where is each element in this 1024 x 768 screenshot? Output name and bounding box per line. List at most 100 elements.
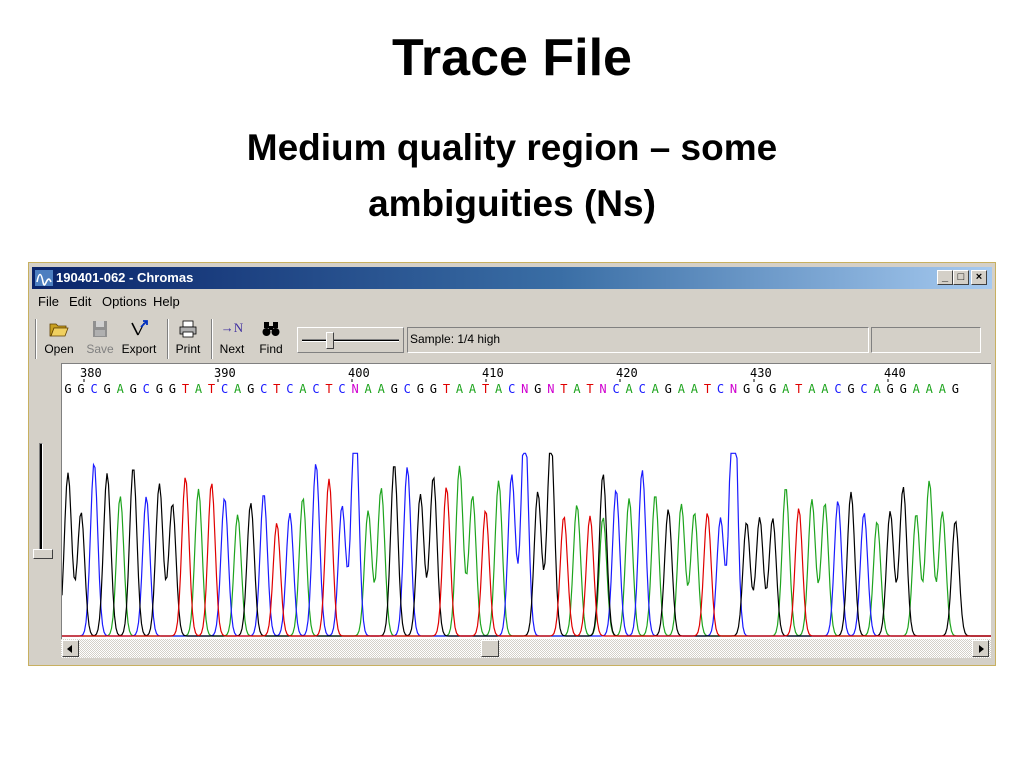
base-call: A (821, 382, 829, 396)
base-call: T (443, 382, 450, 396)
toolbar-separator (167, 319, 169, 359)
base-call: N (521, 382, 528, 396)
vertical-scale-track (39, 443, 43, 553)
menu-edit[interactable]: Edit (69, 294, 92, 309)
floppy-disk-icon (93, 321, 107, 337)
base-call: T (560, 382, 567, 396)
base-call: A (782, 382, 790, 396)
base-call: T (273, 382, 280, 396)
toolbar-separator (35, 319, 37, 359)
base-call: C (90, 382, 97, 396)
base-call: A (365, 382, 373, 396)
position-label: 440 (884, 366, 906, 380)
binoculars-icon (262, 322, 280, 336)
base-call: G (952, 382, 959, 396)
base-call: G (247, 382, 254, 396)
horizontal-scroll-thumb[interactable] (481, 640, 499, 657)
print-button[interactable]: Print (172, 318, 204, 360)
position-label: 380 (80, 366, 102, 380)
base-call: G (847, 382, 854, 396)
base-call: G (743, 382, 750, 396)
base-call: G (769, 382, 776, 396)
export-arrow-icon (131, 320, 148, 336)
maximize-button[interactable]: □ (953, 270, 969, 285)
printer-icon (179, 320, 197, 338)
base-call: A (234, 382, 242, 396)
trace-line-a (62, 465, 991, 637)
base-call: A (691, 382, 699, 396)
vertical-scale-panel (32, 363, 59, 638)
status-field-2 (871, 327, 981, 353)
position-label: 390 (214, 366, 236, 380)
base-call: G (430, 382, 437, 396)
base-call: G (156, 382, 163, 396)
base-call: C (834, 382, 841, 396)
base-call: A (469, 382, 477, 396)
base-call: A (808, 382, 816, 396)
minimize-button[interactable]: _ (937, 270, 953, 285)
base-call: C (717, 382, 724, 396)
base-call: C (221, 382, 228, 396)
vertical-scale-thumb[interactable] (33, 549, 53, 559)
save-button[interactable]: Save (84, 318, 116, 360)
base-call: A (626, 382, 634, 396)
base-call: G (534, 382, 541, 396)
open-button[interactable]: Open (41, 318, 77, 360)
base-call: C (860, 382, 867, 396)
base-call: A (678, 382, 686, 396)
trace-line-c (62, 452, 991, 637)
base-call: N (547, 382, 554, 396)
chromatogram-view[interactable]: 380 390 400 410 420 430 440 G G C G A G C G G T A T C A G C T C A… (61, 363, 991, 639)
slide-subtitle-line-2: ambiguities (Ns) (368, 183, 656, 224)
base-call: A (939, 382, 947, 396)
base-call: A (652, 382, 660, 396)
close-button[interactable]: × (971, 270, 987, 285)
scroll-right-button[interactable] (972, 640, 989, 657)
base-call: C (286, 382, 293, 396)
export-button[interactable]: Export (119, 318, 159, 360)
sample-status-field: Sample: 1/4 high (407, 327, 869, 353)
base-call: G (391, 382, 398, 396)
base-call: N (351, 382, 358, 396)
chromas-app-icon (35, 270, 53, 286)
base-call: C (612, 382, 619, 396)
left-arrow-icon (67, 645, 72, 653)
base-call: C (312, 382, 319, 396)
window-titlebar[interactable]: 190401-062 - Chromas _ □ × (32, 267, 992, 289)
base-call: C (260, 382, 267, 396)
next-button[interactable]: →N Next (216, 318, 248, 360)
zoom-slider-track (302, 339, 399, 342)
zoom-slider[interactable] (297, 327, 404, 353)
base-call: A (456, 382, 464, 396)
base-call: N (599, 382, 606, 396)
base-call: G (756, 382, 763, 396)
base-call: T (586, 382, 593, 396)
horizontal-scrollbar[interactable] (61, 639, 991, 658)
base-call: G (64, 382, 71, 396)
zoom-slider-thumb[interactable] (326, 332, 334, 349)
base-call: T (208, 382, 215, 396)
scroll-left-button[interactable] (62, 640, 79, 657)
base-call: G (665, 382, 672, 396)
base-call: G (887, 382, 894, 396)
base-call: T (704, 382, 711, 396)
base-call: G (169, 382, 176, 396)
toolbar-separator (211, 319, 213, 359)
find-button[interactable]: Find (255, 318, 287, 360)
base-call: A (913, 382, 921, 396)
menu-file[interactable]: File (38, 294, 59, 309)
base-call: T (795, 382, 802, 396)
base-call: G (77, 382, 84, 396)
menu-options[interactable]: Options (102, 294, 147, 309)
base-call: N (730, 382, 737, 396)
base-call: C (639, 382, 646, 396)
base-call: C (143, 382, 150, 396)
menu-help[interactable]: Help (153, 294, 180, 309)
base-call: A (926, 382, 934, 396)
base-call: A (195, 382, 203, 396)
base-call: A (495, 382, 503, 396)
base-call: T (325, 382, 332, 396)
position-label: 410 (482, 366, 504, 380)
trace-line-t (62, 477, 991, 637)
